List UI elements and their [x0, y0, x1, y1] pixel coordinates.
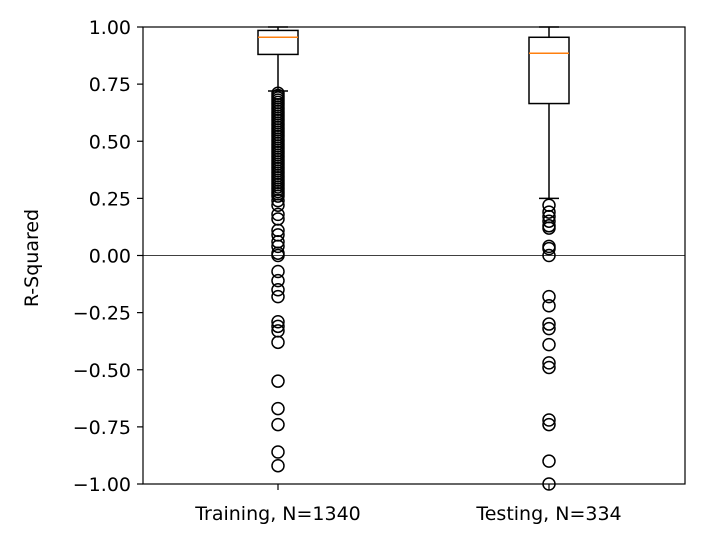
outlier-point	[271, 374, 285, 388]
outlier-point	[271, 401, 285, 416]
outlier-point	[271, 239, 285, 254]
y-tick-label: −0.75	[73, 417, 131, 439]
outlier-point	[271, 319, 285, 334]
x-tick-label: Testing, N=334	[475, 503, 621, 525]
outlier-point	[271, 445, 285, 459]
outlier-point	[542, 321, 556, 336]
outlier-point	[542, 337, 556, 352]
outlier-point	[542, 413, 556, 427]
y-tick-label: 1.00	[89, 17, 131, 39]
x-tick-label: Training, N=1340	[194, 503, 361, 525]
plot-area	[143, 26, 685, 491]
outlier-point	[542, 417, 556, 432]
outlier-point	[542, 214, 556, 228]
outlier-point	[271, 283, 285, 297]
iqr-box	[528, 36, 570, 105]
outlier-point	[542, 205, 556, 219]
outlier-point	[542, 221, 556, 235]
iqr-box	[257, 29, 299, 56]
outlier-point	[271, 198, 285, 212]
outlier-point	[542, 360, 556, 375]
outlier-point	[271, 273, 285, 288]
outlier-point	[542, 317, 556, 331]
y-tick-label: 0.25	[89, 188, 131, 210]
outlier-point	[271, 289, 285, 304]
outlier-point	[271, 264, 285, 279]
outlier-point	[542, 356, 556, 370]
outlier-point	[542, 241, 556, 256]
outlier-point	[542, 289, 556, 304]
y-axis-label: R-Squared	[21, 209, 43, 307]
y-tick-label: −0.25	[73, 303, 131, 325]
outlier-point	[271, 248, 285, 263]
outlier-point	[271, 193, 285, 208]
y-tick-label: −0.50	[73, 360, 131, 382]
box-series-0	[257, 26, 299, 473]
y-tick-label: 0.75	[89, 74, 131, 96]
outlier-point	[271, 417, 285, 432]
y-tick-label: −1.00	[73, 474, 131, 496]
outlier-point	[271, 207, 285, 222]
y-tick-label: 0.50	[89, 131, 131, 153]
outlier-point	[542, 198, 556, 212]
outlier-point	[542, 299, 556, 313]
outlier-point	[542, 454, 556, 468]
outlier-point	[271, 458, 285, 473]
outlier-point	[271, 335, 285, 350]
y-tick-label: 0.00	[89, 246, 131, 268]
axes: 1.00 0.75 0.50 0.25 0.00 −0.25 −0.50 −0.75 −1.00…	[73, 17, 686, 525]
box-series-1	[528, 26, 570, 491]
outlier-point	[271, 315, 285, 329]
outlier-point	[271, 189, 285, 203]
outlier-point	[542, 248, 556, 263]
